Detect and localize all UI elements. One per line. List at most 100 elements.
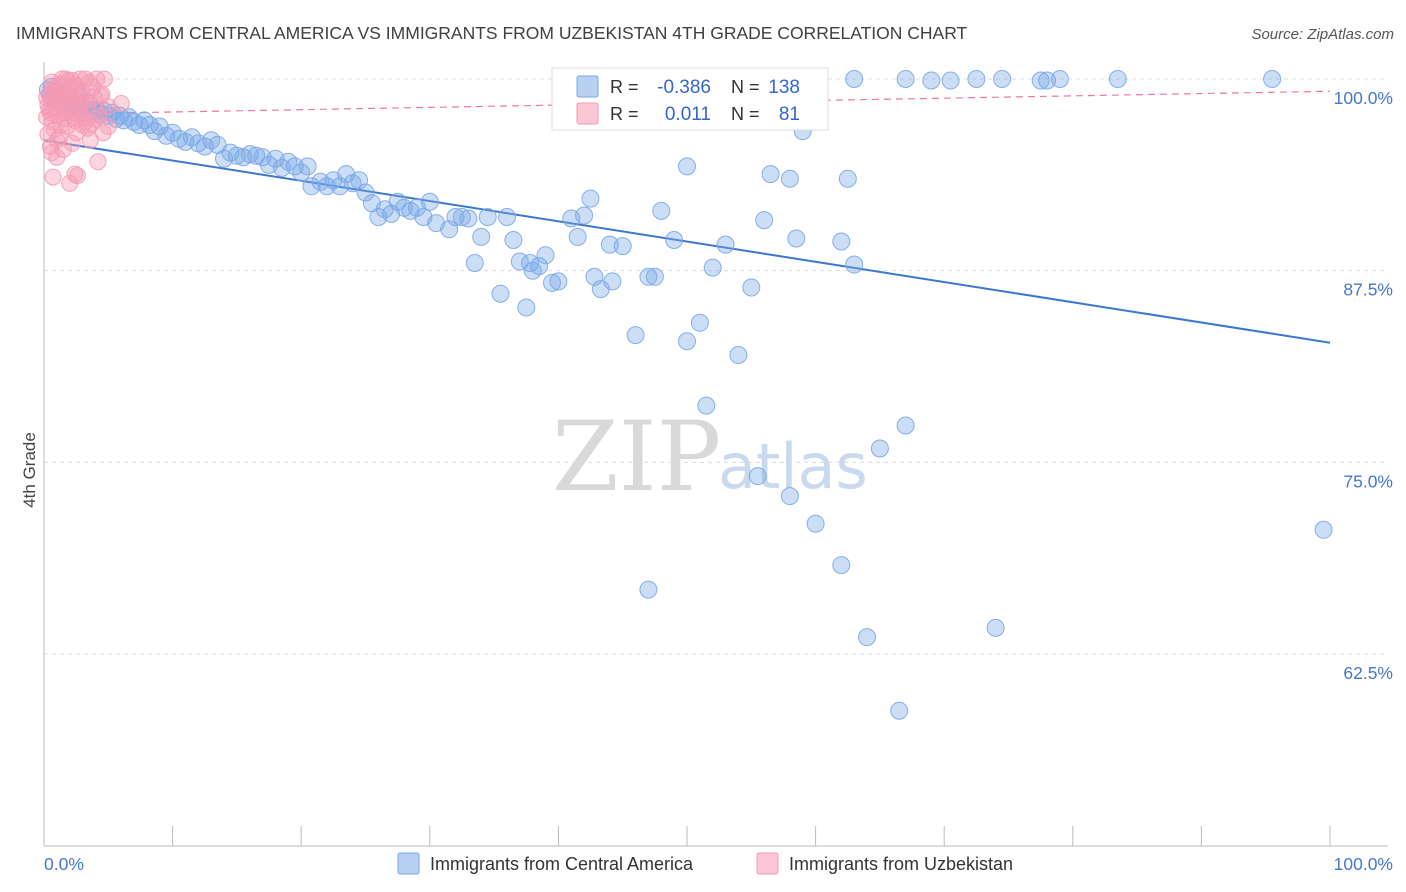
x-tick-label-max: 100.0% [1334,854,1393,874]
point-central-america-55 [298,157,317,176]
point-central-america-90 [530,257,549,276]
point-uzbekistan-52 [66,165,84,183]
series-legend: Immigrants from Central America Immigran… [397,852,1013,875]
point-central-america-130 [639,580,658,599]
series-points-0 [38,70,1333,720]
trendlines [43,90,1331,344]
legend-label-uzbekistan: Immigrants from Uzbekistan [789,854,1013,874]
point-central-america-128 [870,439,889,458]
gridlines [44,78,1388,655]
point-central-america-96 [575,206,594,225]
point-central-america-131 [858,628,876,647]
point-uzbekistan-46 [54,141,72,158]
point-central-america-85 [504,231,523,249]
point-central-america-64 [356,183,375,202]
point-central-america-92 [543,273,561,292]
point-uzbekistan-74 [43,73,61,91]
point-central-america-47 [247,146,266,165]
y-axis-label: 4th Grade [20,432,39,508]
y-tick-label-0: 100.0% [1334,88,1393,108]
stats-swatch-uzbekistan [576,102,599,125]
y-tick-label-3: 62.5% [1343,663,1393,683]
point-central-america-111 [703,258,722,277]
point-central-america-133 [986,618,1005,637]
trendline-central-america [43,139,1331,344]
point-central-america-80 [465,254,484,272]
point-central-america-77 [446,208,465,226]
point-central-america-113 [729,346,748,364]
point-central-america-105 [645,267,664,286]
x-tick-label-min: 0.0% [44,854,84,874]
point-central-america-121 [838,169,857,188]
point-central-america-114 [742,278,761,297]
point-central-america-140 [845,70,864,88]
point-uzbekistan-78 [92,87,110,105]
point-central-america-48 [253,148,272,167]
y-tick-label-2: 75.0% [1343,471,1393,491]
point-central-america-56 [302,177,321,196]
point-central-america-101 [603,272,622,291]
point-central-america-89 [523,261,542,280]
legend-label-central-america: Immigrants from Central America [430,854,694,874]
point-uzbekistan-54 [89,153,107,171]
point-central-america-102 [613,237,632,256]
point-uzbekistan-76 [62,78,80,96]
point-central-america-93 [549,272,568,291]
point-central-america-118 [787,229,806,248]
point-central-america-120 [832,232,851,251]
point-central-america-57 [311,172,330,191]
point-central-america-44 [227,146,246,165]
watermark-atlas: atlas [718,430,868,503]
point-central-america-125 [780,487,799,506]
stat-n-label-1: N = [731,77,760,97]
point-uzbekistan-62 [52,96,70,114]
point-uzbekistan-77 [76,70,94,88]
point-central-america-149 [1108,70,1127,88]
point-central-america-117 [780,169,799,188]
stat-n-value-central-america: 138 [768,77,800,98]
point-central-america-146 [1031,71,1050,90]
point-central-america-141 [896,70,915,88]
point-central-america-108 [678,332,696,351]
point-uzbekistan-68 [79,96,97,114]
point-central-america-132 [890,701,909,720]
point-central-america-79 [452,208,471,226]
series-points-1 [38,70,130,192]
point-central-america-127 [832,556,851,575]
stat-n-label-2: N = [731,104,760,124]
point-central-america-84 [498,208,516,226]
watermark: ZIP atlas [552,401,868,513]
trendline-uzbekistan [43,90,1331,115]
stat-n-value-uzbekistan: 81 [779,104,800,125]
point-central-america-40 [202,131,221,150]
point-central-america-134 [1314,520,1333,539]
point-uzbekistan-39 [112,95,130,112]
point-central-america-95 [568,227,587,246]
point-central-america-82 [478,208,497,226]
point-central-america-100 [600,235,619,254]
point-central-america-115 [755,211,774,230]
point-central-america-107 [665,231,684,249]
stats-legend: R = -0.386 N = 138 R = 0.011 N = 81 [551,67,829,131]
point-central-america-110 [690,313,709,332]
point-central-america-122 [845,255,864,274]
point-central-america-148 [1050,70,1069,88]
point-central-america-97 [581,189,600,208]
point-uzbekistan-53 [68,167,86,185]
point-central-america-116 [761,165,780,184]
legend-swatch-central-america [397,852,420,875]
stats-swatch-central-america [576,75,599,98]
point-central-america-129 [896,416,915,435]
point-central-america-81 [472,227,491,246]
stat-r-label-1: R = [610,77,639,97]
point-uzbekistan-73 [38,88,56,106]
point-central-america-126 [806,514,825,533]
point-central-america-143 [941,71,960,90]
point-central-america-142 [922,71,941,90]
point-central-america-106 [652,201,671,220]
chart-source: Source: ZipAtlas.com [1251,26,1394,43]
point-central-america-83 [491,284,510,303]
point-uzbekistan-56 [99,118,117,135]
point-uzbekistan-41 [41,138,59,155]
